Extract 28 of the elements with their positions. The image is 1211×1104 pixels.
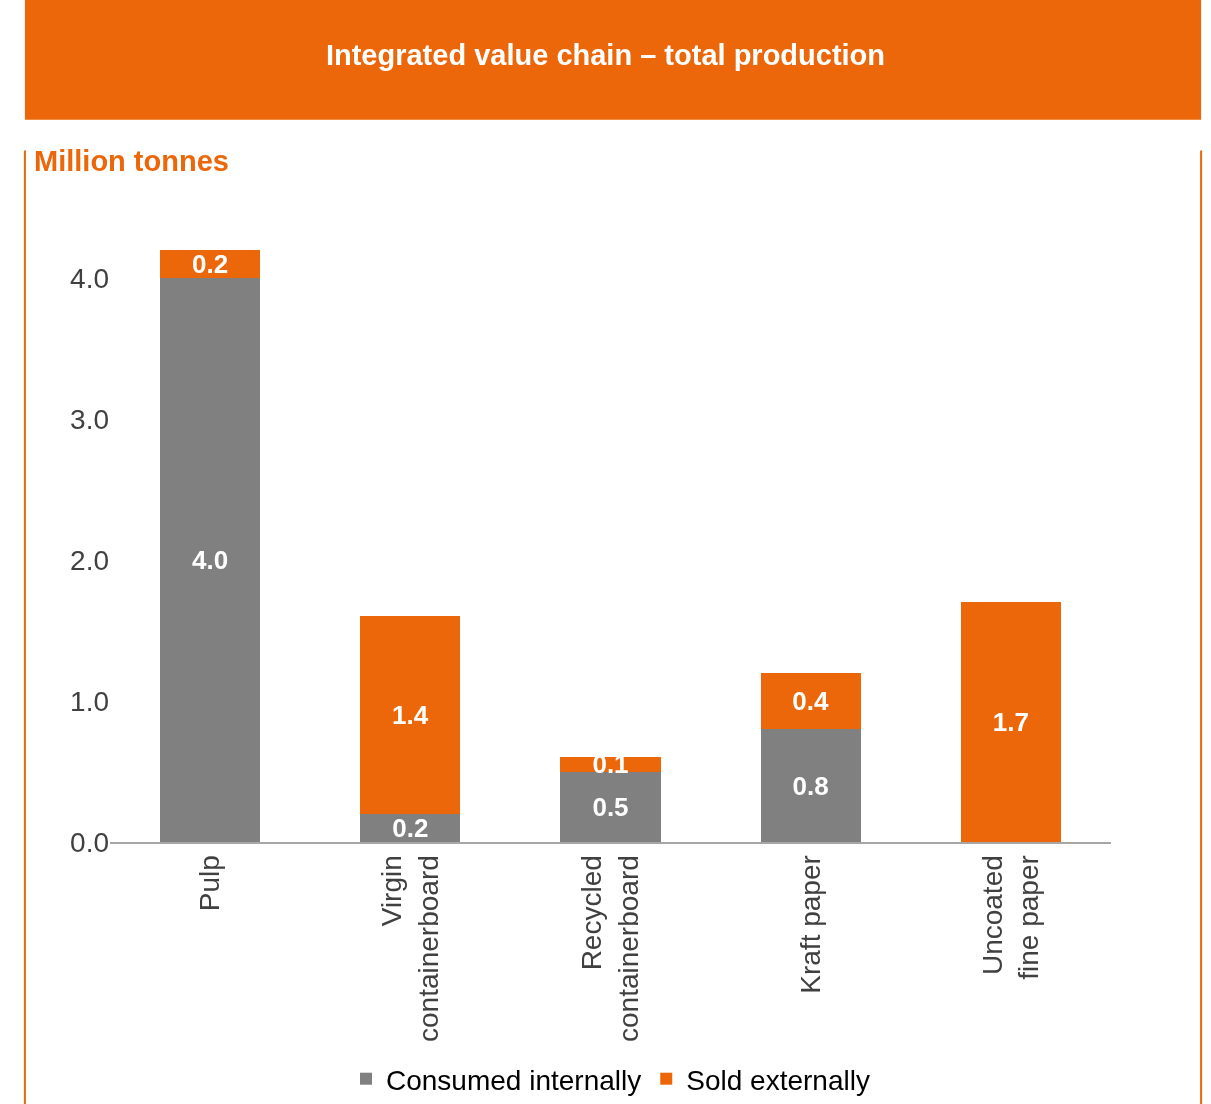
bar <box>160 278 261 842</box>
x-tick-label: Virgin containerboard <box>376 855 444 1043</box>
bar <box>960 602 1061 842</box>
chart-title: Integrated value chain – total production <box>325 39 886 72</box>
y-tick-label: 2.0 <box>70 544 109 576</box>
bar <box>760 672 861 730</box>
data-label: 0.2 <box>392 812 429 843</box>
y-tick-label: 1.0 <box>70 685 109 717</box>
data-label: 4.0 <box>192 545 229 576</box>
x-tick-label: Kraft paper <box>794 855 826 994</box>
data-label: 1.4 <box>391 700 429 731</box>
data-label: 0.2 <box>192 249 229 280</box>
y-tick-label: 0.0 <box>70 826 109 858</box>
data-label: 0.8 <box>792 770 829 801</box>
bar <box>360 616 461 814</box>
data-label: 0.5 <box>592 791 629 822</box>
bar <box>560 757 661 772</box>
bar <box>760 729 861 842</box>
y-tick-label: 4.0 <box>70 262 109 294</box>
y-tick-label: 3.0 <box>70 403 109 435</box>
y-axis-title: Million tonnes <box>34 145 229 177</box>
x-tick-label: Pulp <box>194 855 226 912</box>
bar <box>560 771 661 842</box>
data-label: 0.4 <box>792 686 830 717</box>
legend-label: Consumed internally <box>386 1064 642 1096</box>
x-tick-label: Uncoated fine paper <box>976 855 1045 980</box>
data-label: 1.7 <box>992 707 1029 738</box>
legend-label: Sold externally <box>686 1064 870 1096</box>
